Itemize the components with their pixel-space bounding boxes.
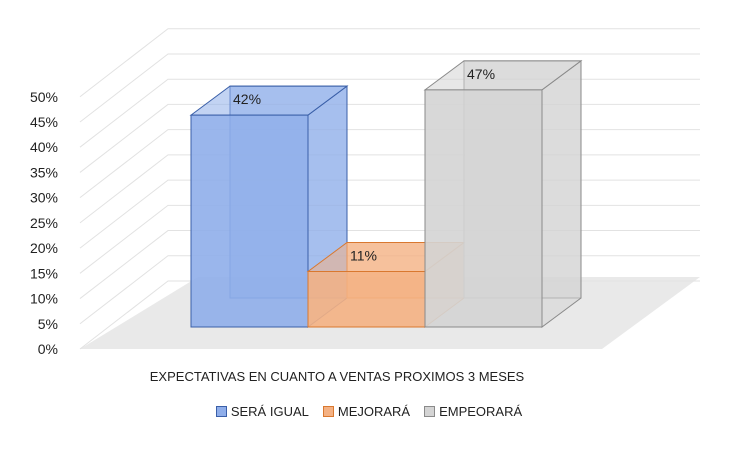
y-tick-label: 15% [30,265,58,281]
y-tick-label: 25% [30,215,58,231]
x-axis-title: EXPECTATIVAS EN CUANTO A VENTAS PROXIMOS… [150,369,525,384]
y-tick-label: 50% [30,89,58,105]
y-tick-label: 20% [30,240,58,256]
bar-3-front [424,89,543,328]
y-tick-label: 0% [38,341,58,357]
y-tick-label: 5% [38,316,58,332]
legend-label-sera-igual: SERÁ IGUAL [230,404,309,419]
legend: SERÁ IGUAL MEJORARÁ EMPEORARÁ [0,404,738,419]
legend-item-empeorara: EMPEORARÁ [424,404,522,419]
y-tick-label: 10% [30,291,58,307]
legend-item-mejorara: MEJORARÁ [322,404,411,419]
bar-3-data-label: 47% [467,66,495,82]
y-tick-label: 35% [30,164,58,180]
bar-1-data-label: 42% [233,91,261,107]
gridline [79,179,700,249]
gridline [79,154,700,224]
legend-swatch-sera-igual [215,406,227,417]
legend-swatch-mejorara [322,406,334,417]
legend-item-sera-igual: SERÁ IGUAL [215,404,309,419]
legend-swatch-empeorara [424,406,436,417]
bar-1-front [190,114,309,328]
legend-label-mejorara: MEJORARÁ [337,404,411,419]
y-tick-label: 30% [30,190,58,206]
bar-2-front [307,271,426,328]
bar-2-data-label: 11% [350,248,377,264]
gridline [79,129,700,199]
y-tick-label: 45% [30,114,58,130]
gridline [79,28,700,98]
gridline [79,53,700,123]
legend-label-empeorara: EMPEORARÁ [439,404,523,419]
gridline [79,103,700,173]
y-tick-label: 40% [30,139,58,155]
gridline [79,78,700,148]
bar-3-side [541,59,582,328]
